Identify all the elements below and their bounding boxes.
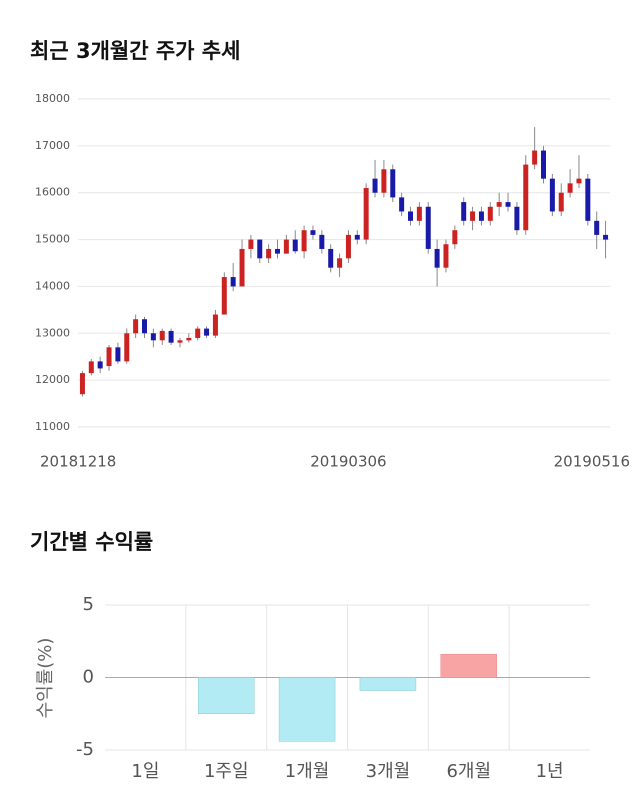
candle-body <box>248 239 254 249</box>
candle-body <box>354 234 360 240</box>
y-tick-label: 17000 <box>35 139 70 152</box>
candle-body <box>416 206 422 221</box>
candle-body <box>585 178 591 221</box>
x-tick-label: 1일 <box>131 761 159 782</box>
candle-body <box>88 361 94 374</box>
candle-body <box>159 330 165 341</box>
candle-body <box>97 361 103 369</box>
candle-body <box>443 244 449 268</box>
candle-body <box>523 164 529 231</box>
chart-title: 기간별 수익률 <box>30 530 153 554</box>
x-tick-label: 20190516 <box>554 453 630 471</box>
y-tick-label: 18000 <box>35 92 70 105</box>
candle-body <box>408 211 413 221</box>
candle-body <box>594 220 600 235</box>
candle-body <box>195 328 201 338</box>
y-tick-label: 12000 <box>35 373 70 386</box>
candle-body <box>133 319 139 334</box>
candle-body <box>390 169 396 198</box>
candle-body <box>319 234 325 249</box>
candle-body <box>505 202 511 207</box>
y-tick-label: 0 <box>83 667 94 688</box>
y-tick-label: 15000 <box>35 233 70 246</box>
candle-body <box>514 206 520 231</box>
y-tick-label: -5 <box>76 739 94 760</box>
candle-body <box>301 230 307 252</box>
candle-body <box>266 248 272 259</box>
x-tick-label: 1년 <box>536 761 564 782</box>
candle-body <box>150 333 156 341</box>
candle-body <box>381 169 387 193</box>
candle-body <box>221 277 227 315</box>
bar <box>198 677 255 714</box>
x-tick-label: 1개월 <box>285 761 330 782</box>
y-tick-label: 13000 <box>35 326 70 339</box>
x-tick-label: 20181218 <box>40 453 116 471</box>
candle-body <box>425 206 431 249</box>
bar <box>440 654 497 678</box>
candle-body <box>532 150 538 165</box>
x-tick-label: 1주일 <box>204 761 249 782</box>
bar <box>359 677 417 691</box>
chart-title: 최근 3개월간 주가 추세 <box>30 39 240 63</box>
y-tick-label: 5 <box>83 594 94 615</box>
candle-body <box>372 178 378 193</box>
candle-body <box>452 230 458 245</box>
candle-body <box>257 239 263 259</box>
candle-body <box>79 373 85 395</box>
y-tick-label: 14000 <box>35 279 70 292</box>
candle-body <box>142 319 147 334</box>
candle-body <box>399 197 405 212</box>
candle-body <box>549 178 555 212</box>
bar <box>278 677 336 742</box>
candle-body <box>478 211 484 221</box>
candle-body <box>168 330 174 343</box>
candle-body <box>177 340 183 343</box>
candle-body <box>603 234 609 240</box>
candle-body <box>230 277 236 287</box>
y-tick-label: 11000 <box>35 420 70 433</box>
candle-body <box>576 178 582 184</box>
candle-body <box>124 333 130 362</box>
candle-body <box>487 206 493 221</box>
candle-body <box>106 347 112 367</box>
x-tick-label: 3개월 <box>366 761 411 782</box>
x-tick-label: 6개월 <box>446 761 491 782</box>
candle-body <box>434 248 440 268</box>
candle-body <box>204 328 210 336</box>
candle-body <box>212 314 218 336</box>
candle-body <box>275 248 280 254</box>
candle-body <box>541 150 546 179</box>
candle-body <box>283 239 289 254</box>
candle-body <box>567 183 573 193</box>
candle-body <box>470 211 476 221</box>
candle-body <box>328 248 334 268</box>
candle-body <box>345 234 351 259</box>
candle-body <box>363 188 369 240</box>
candle-body <box>292 239 298 252</box>
candle-body <box>558 192 564 212</box>
candle-body <box>337 258 343 268</box>
y-axis-label: 수익률(%) <box>35 638 56 719</box>
candle-body <box>186 337 192 341</box>
candle-body <box>115 347 121 362</box>
candle-body <box>310 230 316 235</box>
candle-body <box>239 248 245 287</box>
candle-body <box>496 202 502 207</box>
x-tick-label: 20190306 <box>310 453 386 471</box>
candle-body <box>461 202 467 221</box>
y-tick-label: 16000 <box>35 186 70 199</box>
